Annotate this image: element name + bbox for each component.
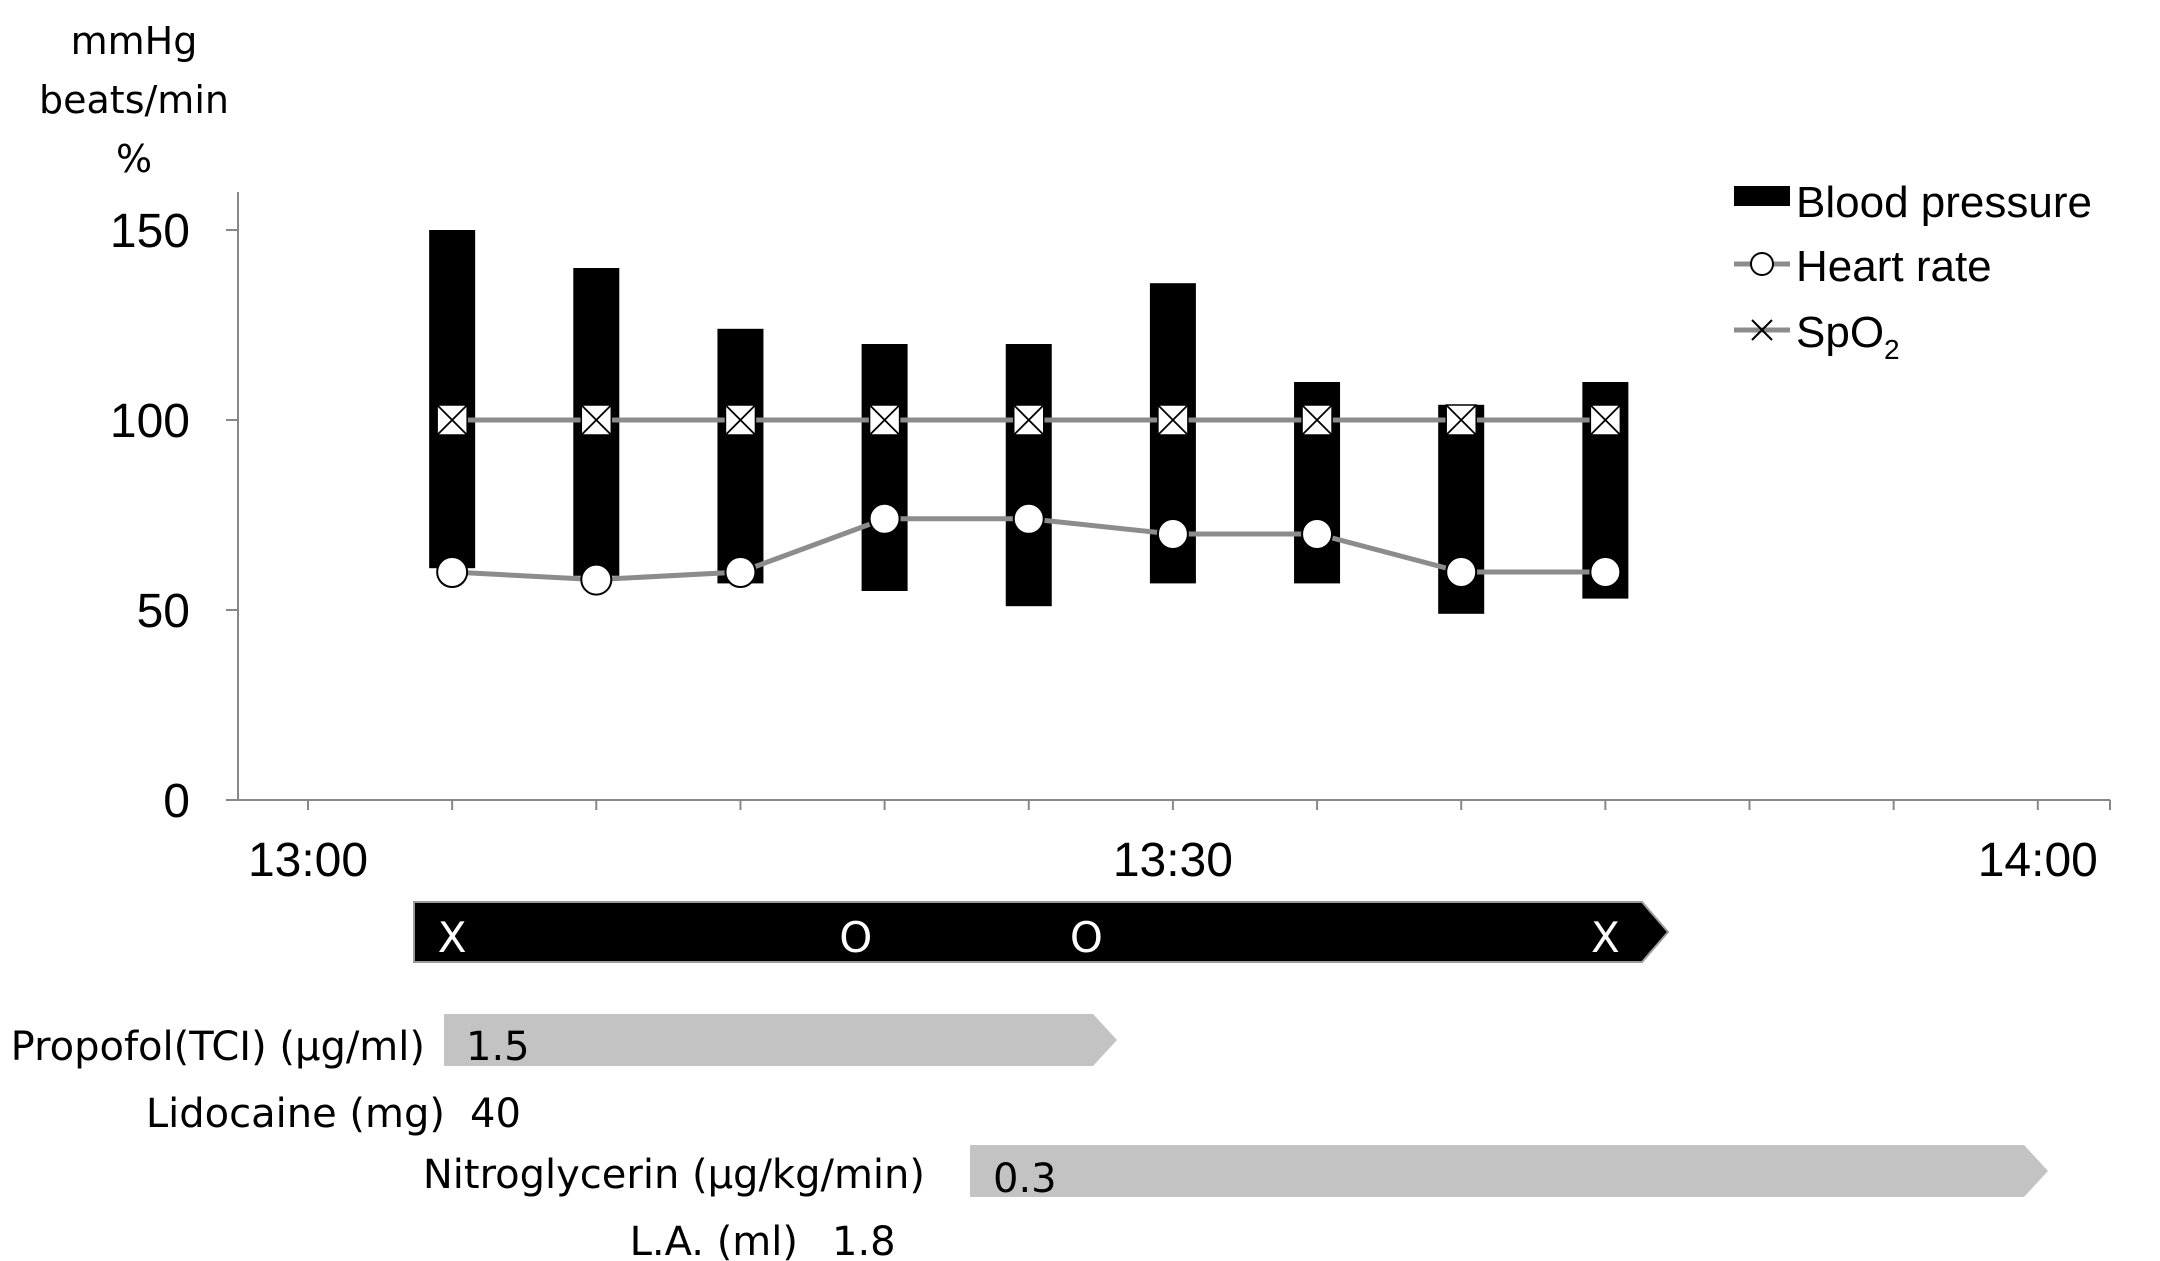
spo2-point xyxy=(1445,404,1477,436)
drug-panel: Propofol(TCI) (µg/ml) 1.5 Lidocaine (mg) 40… xyxy=(11,1014,2048,1261)
drug-label-nitroglycerin: Nitroglycerin (µg/kg/min) xyxy=(423,1152,925,1198)
drug-label-lidocaine: Lidocaine (mg) xyxy=(146,1091,445,1137)
drug-value-nitroglycerin: 0.3 xyxy=(993,1156,1057,1202)
legend-label-spo2: SpO2 xyxy=(1796,308,1900,365)
spo2-marker-x xyxy=(1589,404,1621,436)
drug-bar-nitroglycerin xyxy=(970,1145,2048,1197)
bp-bar xyxy=(717,328,764,584)
drug-value-la: 1.8 xyxy=(832,1219,896,1261)
y-tick-label: 100 xyxy=(110,395,190,448)
timeline-marker: X xyxy=(438,913,467,962)
spo2-marker-x xyxy=(1013,404,1045,436)
x-tick-label: 13:00 xyxy=(248,834,368,887)
legend-label-blood-pressure: Blood pressure xyxy=(1796,178,2092,227)
drug-value-lidocaine: 40 xyxy=(470,1091,521,1137)
spo2-point xyxy=(868,404,901,436)
timeline-marker: O xyxy=(839,913,872,962)
heart-rate-point xyxy=(1445,556,1478,588)
heart-rate-point xyxy=(1156,518,1189,550)
drug-label-propofol: Propofol(TCI) (µg/ml) xyxy=(11,1024,425,1070)
y-axis-title: mmHg beats/min % xyxy=(39,19,229,181)
legend-label-heart-rate: Heart rate xyxy=(1796,242,1992,291)
spo2-marker-x xyxy=(1301,404,1333,436)
x-tick-label: 14:00 xyxy=(1978,834,2098,887)
heart-rate-point xyxy=(580,563,613,596)
axes: 0 50 100 150 13:00 13:30 14:00 xyxy=(110,192,2111,887)
legend-marker-spo2 xyxy=(1751,319,1773,341)
plot-area xyxy=(429,230,1629,614)
bp-bar xyxy=(861,344,908,591)
heart-rate-point xyxy=(1301,518,1334,550)
spo2-point xyxy=(436,404,468,436)
spo2-marker-x xyxy=(580,404,612,436)
ylabel-line-2: beats/min xyxy=(39,78,229,122)
heart-rate-point xyxy=(436,556,469,588)
spo2-marker-x xyxy=(436,404,468,436)
drug-value-propofol: 1.5 xyxy=(466,1024,530,1070)
spo2-point xyxy=(1013,404,1045,436)
heart-rate-point xyxy=(724,556,757,588)
y-tick-label: 50 xyxy=(137,585,190,638)
legend-label-spo2-subscript: 2 xyxy=(1884,334,1900,365)
spo2-point xyxy=(580,404,613,436)
bp-bar xyxy=(429,230,476,569)
timeline-arrow xyxy=(413,901,1670,963)
y-tick-label: 0 xyxy=(163,775,190,828)
legend-swatch-blood-pressure xyxy=(1734,186,1790,206)
drug-label-la: L.A. (ml) xyxy=(630,1219,798,1261)
legend: Blood pressure Heart rate SpO2 xyxy=(1734,178,2092,365)
spo2-point xyxy=(1157,404,1189,436)
ylabel-line-3: % xyxy=(116,137,152,181)
heart-rate-point xyxy=(1012,502,1045,535)
spo2-marker-x xyxy=(1445,404,1477,436)
timeline-marker: O xyxy=(1070,913,1103,962)
spo2-point xyxy=(1301,404,1333,436)
heart-rate-point xyxy=(1589,556,1622,588)
spo2-marker-x xyxy=(868,404,901,436)
spo2-marker-x xyxy=(1157,404,1189,436)
x-tick-label: 13:30 xyxy=(1113,834,1233,887)
timeline-marker: X xyxy=(1591,913,1620,962)
heart-rate-point xyxy=(868,502,901,535)
drug-bar-propofol xyxy=(444,1014,1117,1066)
bp-bar xyxy=(1005,344,1052,607)
legend-marker-heart-rate xyxy=(1750,252,1774,276)
spo2-point xyxy=(724,404,757,436)
spo2-marker-x xyxy=(724,404,757,436)
y-tick-label: 150 xyxy=(110,205,190,258)
ylabel-line-1: mmHg xyxy=(71,19,198,63)
spo2-point xyxy=(1589,404,1622,436)
